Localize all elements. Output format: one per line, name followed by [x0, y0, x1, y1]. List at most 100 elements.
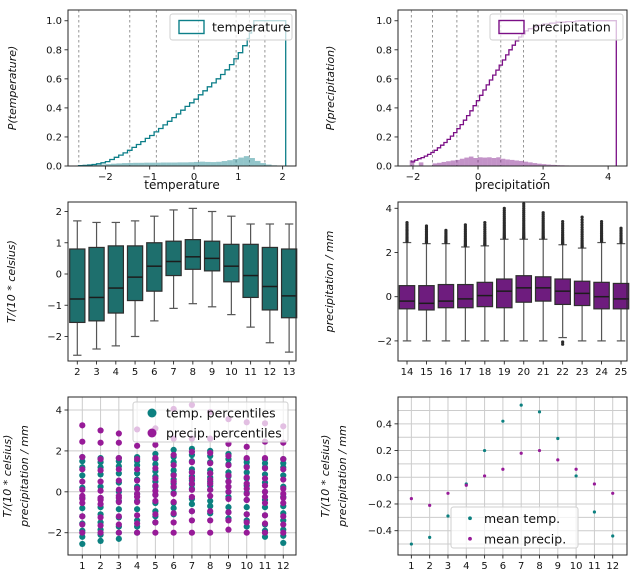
- svg-text:9: 9: [225, 561, 231, 572]
- svg-text:18: 18: [478, 367, 491, 378]
- svg-text:1: 1: [79, 561, 85, 572]
- svg-text:24: 24: [595, 367, 608, 378]
- svg-text:precip. percentiles: precip. percentiles: [166, 426, 282, 441]
- svg-text:temperature: temperature: [212, 20, 291, 35]
- svg-text:−0.2: −0.2: [368, 499, 392, 510]
- panel-temperature-boxplot: 2 3 4 5 6 7 8 9 10 11 12 13 −2 −1 0 1 2 T/(10 * celsius): [0, 195, 318, 385]
- svg-text:10: 10: [225, 367, 238, 378]
- svg-text:4: 4: [463, 561, 469, 572]
- svg-text:3: 3: [116, 561, 122, 572]
- svg-text:−1: −1: [142, 172, 157, 183]
- panel-precipitation-cdf: −2 0 2 4 0.0 0.2 0.4 0.6 0.8 1.0 precipitation P(pr…: [318, 0, 637, 199]
- svg-text:1: 1: [408, 561, 414, 572]
- svg-text:2: 2: [279, 172, 285, 183]
- svg-text:2: 2: [97, 561, 103, 572]
- series-temp-percentiles: [79, 445, 287, 548]
- svg-text:0.6: 0.6: [46, 74, 62, 85]
- y-axis-label: P(precipitation): [324, 46, 337, 131]
- svg-text:0.0: 0.0: [376, 473, 392, 484]
- y-axis-label: P(temperature): [6, 46, 19, 131]
- svg-text:2: 2: [386, 248, 392, 259]
- svg-text:7: 7: [170, 367, 176, 378]
- svg-text:2: 2: [426, 561, 432, 572]
- svg-text:22: 22: [556, 367, 569, 378]
- x-axis-label: temperature: [144, 178, 219, 192]
- y-axis-label: T/(10 * celsius): [1, 435, 14, 518]
- panel-means-scatter: 1 2 3 4 5 6 7 8 9 10 11 12 −0.4 −0.2 0.0 0.2 0.4 T/(10 * …: [318, 385, 637, 581]
- svg-text:5: 5: [132, 367, 138, 378]
- svg-text:12: 12: [606, 561, 619, 572]
- legend: mean temp. mean precip.: [450, 506, 579, 549]
- svg-text:−2: −2: [47, 528, 62, 539]
- legend: temp. percentiles precip. percentiles: [132, 401, 289, 443]
- svg-text:11: 11: [588, 561, 601, 572]
- svg-text:4: 4: [113, 367, 119, 378]
- svg-text:0.0: 0.0: [46, 162, 62, 173]
- precip-cdf-chart: −2 0 2 4 0.0 0.2 0.4 0.6 0.8 1.0 precipitation P(pr…: [324, 9, 628, 192]
- svg-text:0.4: 0.4: [376, 419, 392, 430]
- svg-text:−2: −2: [377, 336, 392, 347]
- axes-frame: [397, 201, 628, 362]
- axes-frame: [397, 9, 628, 167]
- svg-text:19: 19: [498, 367, 511, 378]
- svg-text:0.4: 0.4: [46, 103, 62, 114]
- precip-box-chart: 14 15 16 17 18 19 20 21 22 23 24 25−2024precipitati…: [323, 201, 630, 378]
- svg-text:20: 20: [517, 367, 530, 378]
- svg-text:9: 9: [209, 367, 215, 378]
- legend: temperature: [169, 13, 293, 41]
- svg-text:10: 10: [570, 561, 583, 572]
- svg-text:0.8: 0.8: [46, 45, 62, 56]
- svg-text:−2: −2: [47, 332, 62, 343]
- boxes: [69, 207, 298, 356]
- svg-text:21: 21: [537, 367, 550, 378]
- svg-text:0.2: 0.2: [376, 446, 392, 457]
- svg-text:6: 6: [500, 561, 506, 572]
- svg-text:4: 4: [386, 204, 392, 215]
- svg-text:1.0: 1.0: [46, 16, 62, 27]
- panel-precipitation-boxplot: 14 15 16 17 18 19 20 21 22 23 24 25 −2 0 2 4 precipitati…: [318, 195, 637, 385]
- svg-text:−0.4: −0.4: [368, 526, 392, 537]
- svg-text:0: 0: [56, 270, 62, 281]
- svg-text:0.6: 0.6: [376, 74, 392, 85]
- svg-text:17: 17: [459, 367, 472, 378]
- svg-text:7: 7: [518, 561, 524, 572]
- y-axis-label: precipitation / mm: [336, 425, 349, 528]
- series-mean-precip-: [409, 448, 615, 507]
- axis-ticks: 1 2 3 4 5 6 7 8 9 10 11 12−0.4−0.20.00.20.4: [368, 419, 619, 572]
- svg-text:temp. percentiles: temp. percentiles: [166, 406, 276, 421]
- svg-text:12: 12: [264, 367, 277, 378]
- svg-text:14: 14: [401, 367, 414, 378]
- svg-text:6: 6: [170, 561, 176, 572]
- svg-text:1: 1: [235, 172, 241, 183]
- svg-text:0.2: 0.2: [46, 132, 62, 143]
- svg-text:13: 13: [283, 367, 296, 378]
- boxes: [398, 202, 630, 346]
- svg-text:mean temp.: mean temp.: [484, 511, 560, 526]
- svg-text:−2: −2: [98, 172, 113, 183]
- svg-text:0: 0: [191, 172, 197, 183]
- axes-frame: [67, 9, 297, 167]
- svg-text:mean precip.: mean precip.: [484, 531, 566, 546]
- svg-text:−2: −2: [406, 172, 421, 183]
- y-axis-label: precipitation / mm: [323, 231, 336, 334]
- svg-text:0.2: 0.2: [376, 132, 392, 143]
- svg-text:11: 11: [259, 561, 272, 572]
- axis-ticks: −2 0 2 4 0.0 0.2 0.4 0.6 0.8 1.0: [376, 16, 611, 183]
- svg-text:6: 6: [151, 367, 157, 378]
- svg-text:precipitation: precipitation: [532, 20, 611, 35]
- y-axis-label: T/(10 * celsius): [5, 240, 18, 323]
- svg-text:25: 25: [615, 367, 628, 378]
- temp-cdf-chart: −2 −1 0 1 2 0.0 0.2 0.4 0.6 0.8 1.0 temperature P(te…: [6, 9, 297, 192]
- svg-text:3: 3: [93, 367, 99, 378]
- svg-text:−1: −1: [47, 301, 62, 312]
- svg-text:8: 8: [190, 367, 196, 378]
- svg-text:5: 5: [481, 561, 487, 572]
- svg-text:12: 12: [277, 561, 290, 572]
- svg-text:16: 16: [440, 367, 453, 378]
- x-axis-label: precipitation: [475, 178, 551, 192]
- pdf-histogram: [83, 156, 283, 166]
- svg-text:0: 0: [386, 292, 392, 303]
